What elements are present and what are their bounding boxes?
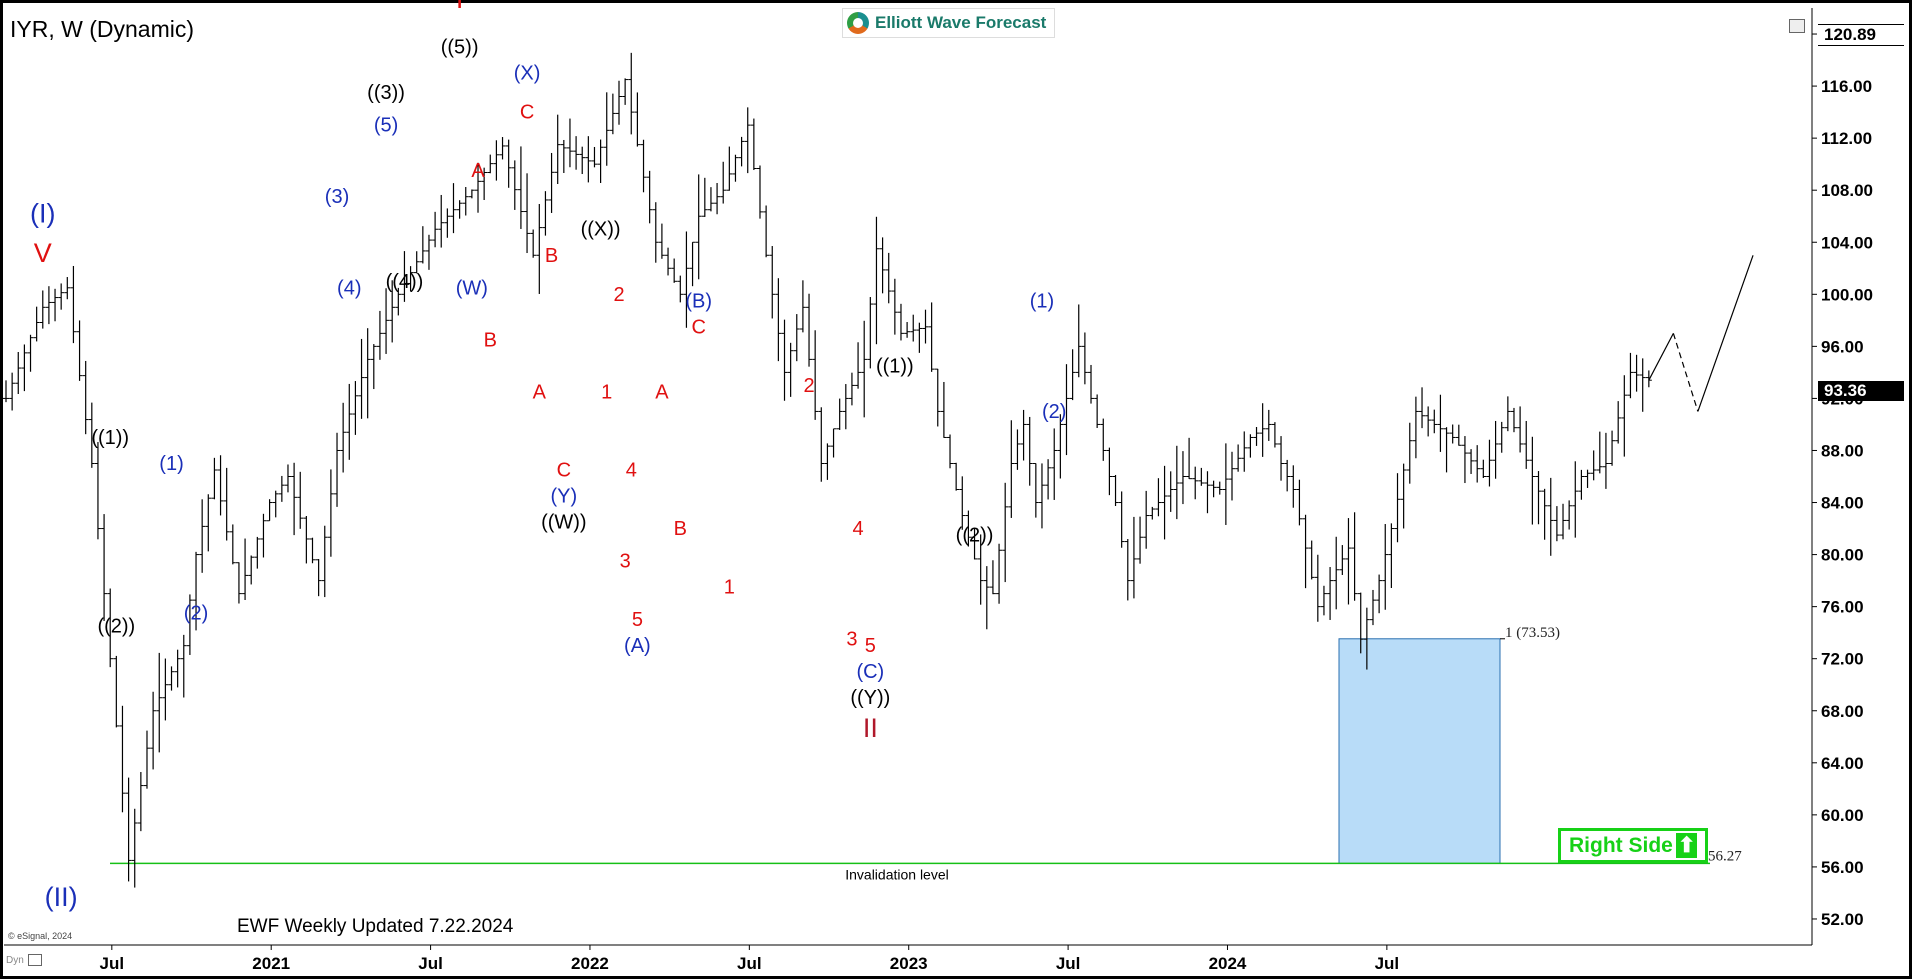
price-bars-layer xyxy=(3,52,1754,888)
current-price-badge: 93.36 xyxy=(1818,381,1904,401)
y-tick-label: 100.00 xyxy=(1821,285,1873,304)
wave-label: (A) xyxy=(624,635,651,657)
y-tick-label: 56.00 xyxy=(1821,858,1864,877)
invalidation-price-label: 56.27 xyxy=(1708,848,1742,864)
x-tick-label: Jul xyxy=(418,954,443,973)
wave-label: A xyxy=(655,381,669,403)
wave-label: (C) xyxy=(856,661,884,683)
wave-label: (2) xyxy=(184,603,208,625)
right-side-label: Right Side xyxy=(1569,834,1673,857)
wave-label: ((3)) xyxy=(367,82,405,104)
projection-leg-2 xyxy=(1672,333,1699,412)
y-tick-label: 88.00 xyxy=(1821,441,1864,460)
update-note: EWF Weekly Updated 7.22.2024 xyxy=(237,916,514,937)
x-tick-label: 2022 xyxy=(571,954,609,973)
x-tick-label: Jul xyxy=(737,954,762,973)
axis-layer: 52.00 56.00 60.00 64.00 68.00 72.00 76.00 80.00… xyxy=(4,8,1873,973)
wave-label: 1 xyxy=(724,577,735,599)
wave-label: ((5)) xyxy=(441,37,479,59)
y-tick-label: 64.00 xyxy=(1821,754,1864,773)
y-tick-label: 108.00 xyxy=(1821,181,1873,200)
y-tick-label: 116.00 xyxy=(1821,77,1872,96)
wave-label: B xyxy=(545,245,558,267)
x-tick-label: 2024 xyxy=(1209,954,1247,973)
y-tick-label: 76.00 xyxy=(1821,598,1864,617)
wave-label: 1 xyxy=(601,381,612,403)
wave-label: ((W)) xyxy=(541,512,587,534)
invalidation-level-label: Invalidation level xyxy=(845,866,949,882)
y-tick-label: 80.00 xyxy=(1821,546,1864,565)
brand-name: Elliott Wave Forecast xyxy=(875,13,1047,32)
wave-label: 3 xyxy=(846,629,857,651)
wave-label: (3) xyxy=(325,186,349,208)
last-high-price-badge: 120.89 xyxy=(1818,24,1904,46)
wave-label: B xyxy=(484,329,497,351)
wave-label: II xyxy=(863,713,878,743)
target-zone-box xyxy=(1338,638,1501,864)
wave-label: ((1)) xyxy=(876,355,914,377)
wave-label: (4) xyxy=(337,277,361,299)
copyright-note: © eSignal, 2024 xyxy=(8,931,73,941)
y-tick-label: 68.00 xyxy=(1821,702,1864,721)
wave-label: A xyxy=(533,381,547,403)
wave-label: 2 xyxy=(613,284,624,306)
dyn-control[interactable]: Dyn xyxy=(6,954,42,966)
dyn-toggle-icon xyxy=(27,954,42,966)
wave-label: (1) xyxy=(159,453,183,475)
wave-label: 5 xyxy=(632,609,643,631)
wave-label: ((1)) xyxy=(91,427,129,449)
wave-label: C xyxy=(691,316,705,338)
wave-label: 4 xyxy=(853,518,864,540)
projection-leg-3 xyxy=(1697,255,1754,412)
right-side-badge: Right Side ⬆ xyxy=(1558,828,1709,863)
wave-label: (5) xyxy=(374,115,398,137)
wave-label: B xyxy=(674,518,687,540)
wave-label: ((X)) xyxy=(581,219,621,241)
x-tick-label: Jul xyxy=(1056,954,1081,973)
wave-label: 3 xyxy=(620,551,631,573)
x-tick-label: 2021 xyxy=(252,954,290,973)
window-mode-icon[interactable] xyxy=(1789,19,1805,33)
y-tick-label: 96.00 xyxy=(1821,337,1864,356)
ticker-title: IYR, W (Dynamic) xyxy=(10,16,194,42)
y-tick-label: 72.00 xyxy=(1821,650,1864,669)
x-tick-label: Jul xyxy=(100,954,125,973)
wave-label: ((Y)) xyxy=(850,687,890,709)
brand-logo-icon xyxy=(847,12,869,34)
wave-label: (II) xyxy=(45,882,78,912)
y-tick-label: 104.00 xyxy=(1821,233,1873,252)
y-tick-label: 60.00 xyxy=(1821,806,1864,825)
wave-label: (Y) xyxy=(550,486,577,508)
wave-label: 5 xyxy=(865,635,876,657)
wave-label: (I) xyxy=(30,199,55,229)
wave-label: ((2)) xyxy=(956,525,994,547)
dyn-label: Dyn xyxy=(6,954,24,966)
wave-label: 2 xyxy=(803,375,814,397)
brand-logo: Elliott Wave Forecast xyxy=(842,8,1056,38)
y-tick-label: 52.00 xyxy=(1821,910,1864,929)
wave-label: ((2)) xyxy=(97,616,135,638)
wave-label: ((4)) xyxy=(386,271,424,293)
wave-label: (2) xyxy=(1042,401,1066,423)
x-tick-label: 2023 xyxy=(890,954,928,973)
target-box-layer: 1 (73.53) 56.27 Invalidation level xyxy=(110,625,1742,882)
wave-label: (W) xyxy=(456,277,488,299)
wave-label: (1) xyxy=(1030,290,1054,312)
y-tick-label: 112.00 xyxy=(1821,129,1872,148)
projection-leg-1 xyxy=(1648,333,1674,381)
wave-label: A xyxy=(471,160,485,182)
wave-label: C xyxy=(520,102,534,124)
wave-label-layer: (I) V (II) ((1)) ((2)) (1) (2) (3) (4) ((3)) (5) ((… xyxy=(30,0,1066,912)
wave-label: (X) xyxy=(514,63,541,85)
wave-label: 4 xyxy=(626,460,637,482)
wave-label: I xyxy=(456,0,464,14)
up-arrow-icon: ⬆ xyxy=(1675,833,1698,858)
wave-label: V xyxy=(34,238,52,268)
x-tick-label: Jul xyxy=(1375,954,1400,973)
wave-label: C xyxy=(557,460,571,482)
wave-label: (B) xyxy=(685,290,712,312)
y-tick-label: 84.00 xyxy=(1821,494,1864,513)
fib-level-label: 1 (73.53) xyxy=(1505,625,1560,641)
